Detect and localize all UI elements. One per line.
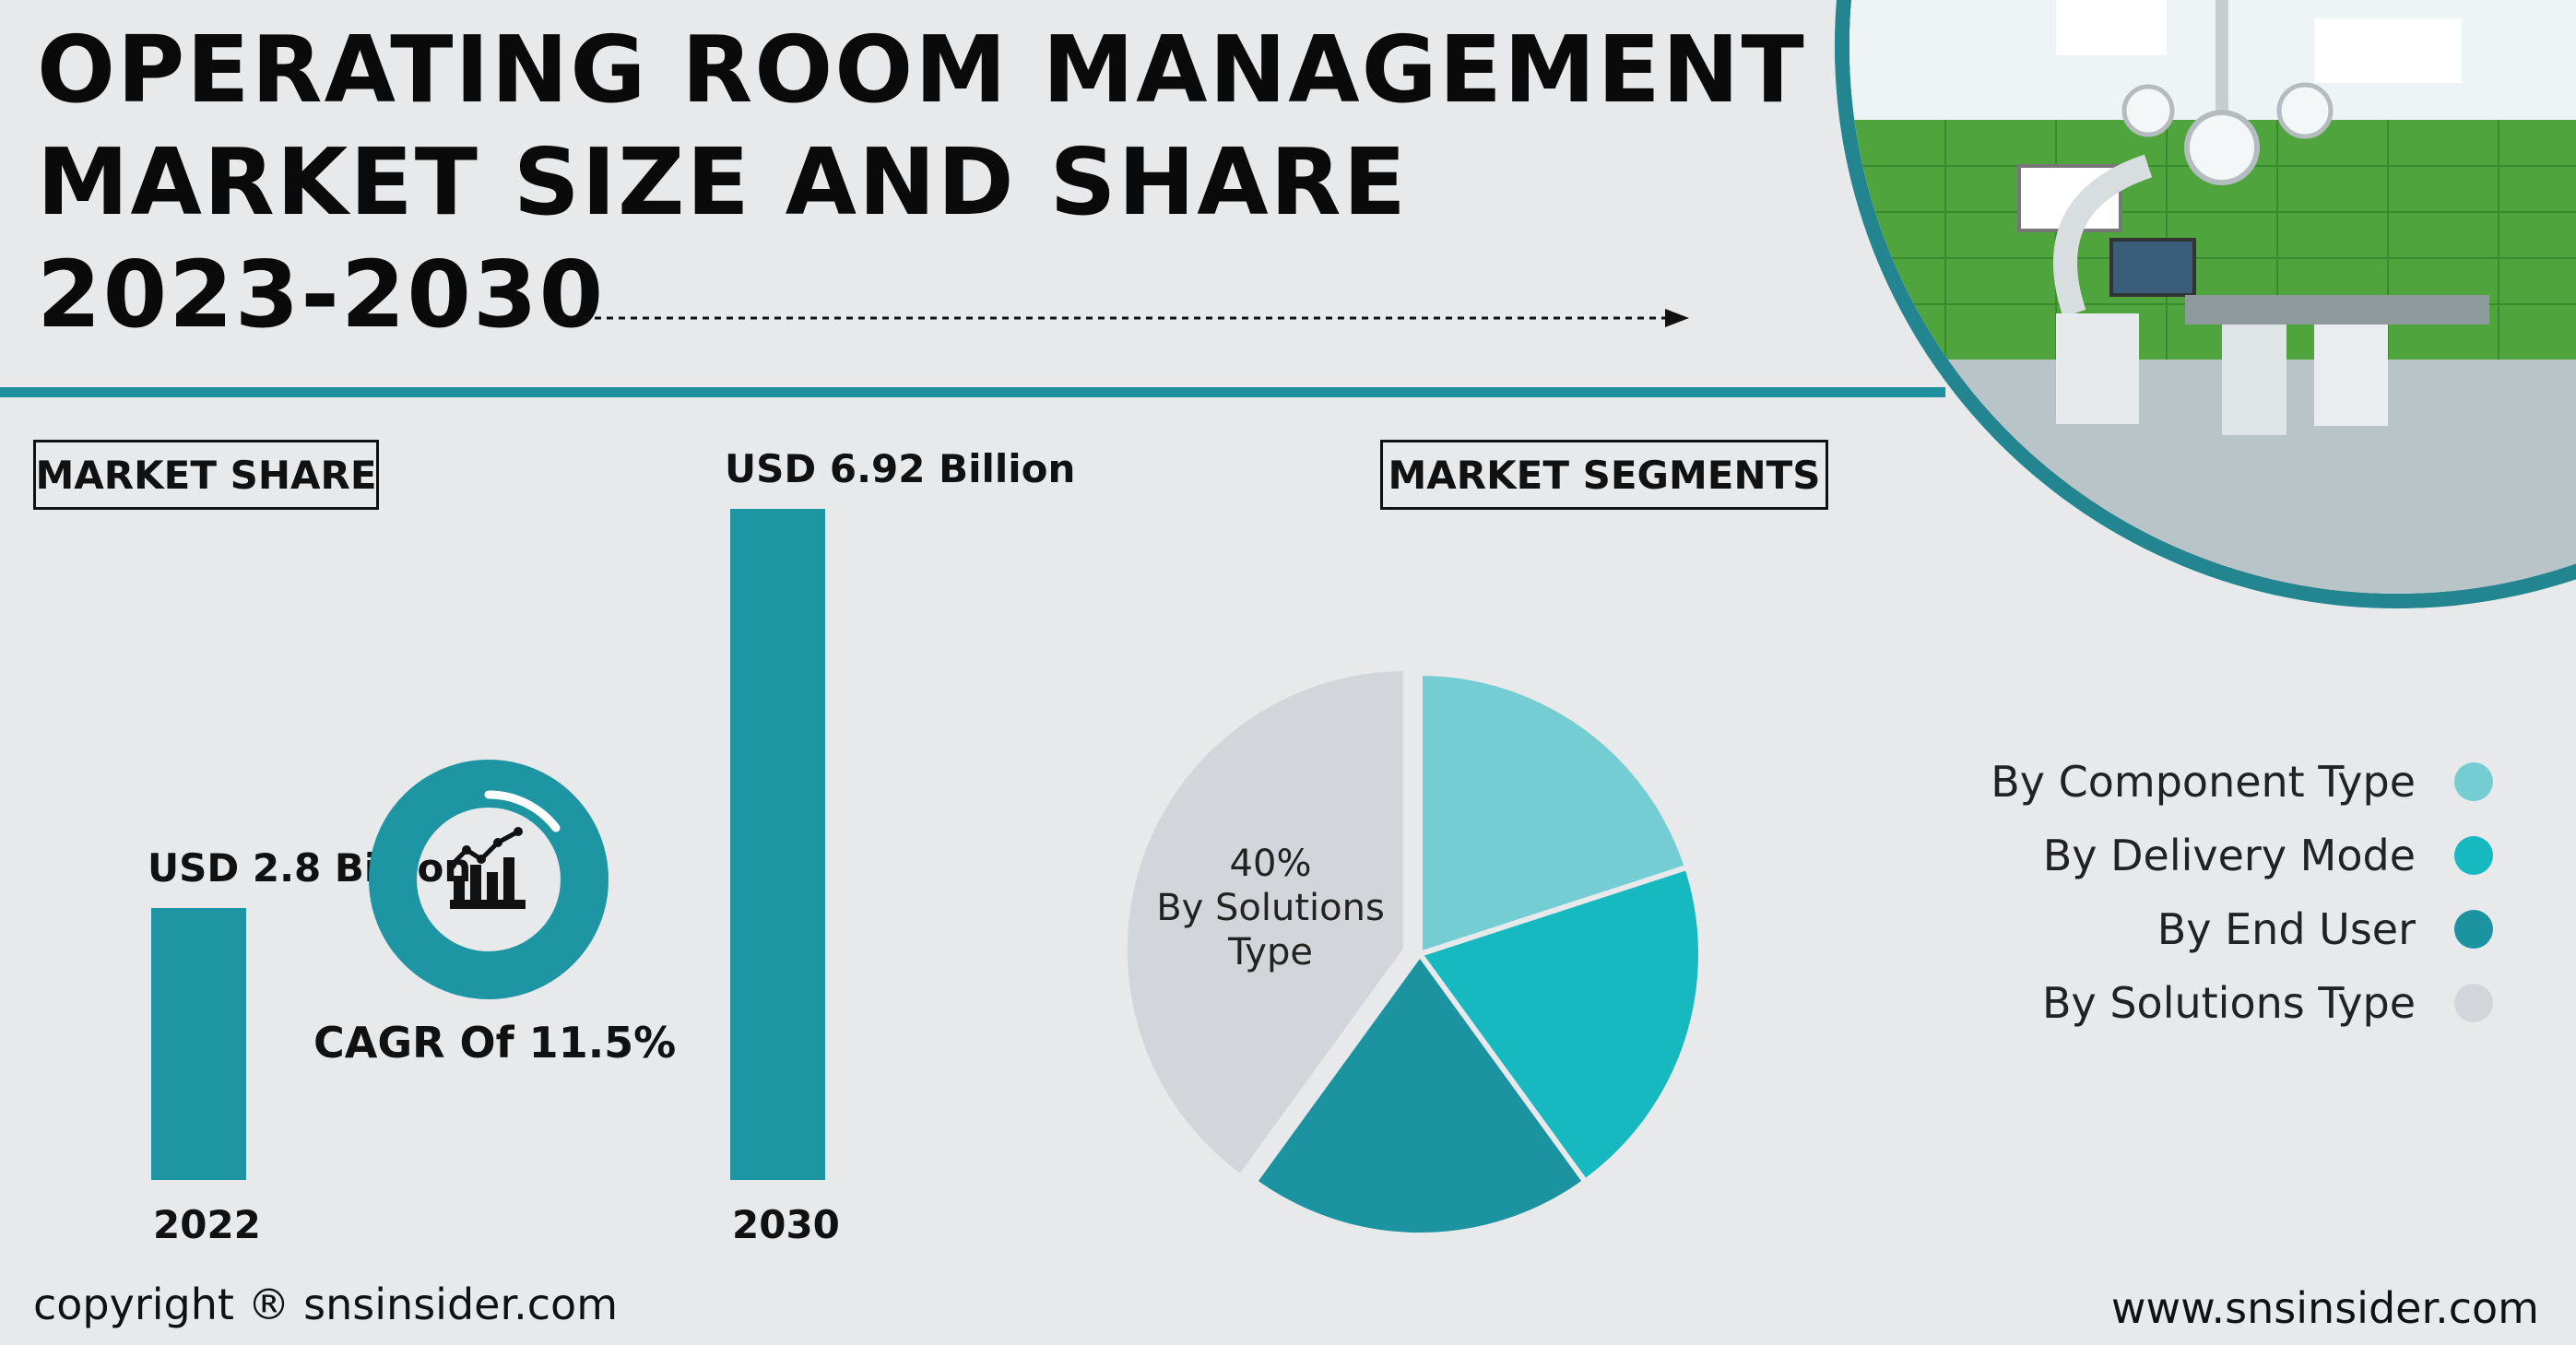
pie-annotation-line-1: By Solutions [1156, 887, 1385, 929]
copyright-text: copyright ® snsinsider.com [33, 1280, 619, 1329]
pie-slice-by-solutions-type [1121, 666, 1409, 1181]
bar-value-label: USD 6.92 Billion [725, 446, 1076, 491]
bar-year-label: 2030 [732, 1202, 840, 1247]
legend-item: By End User [1991, 892, 2493, 966]
bar-2022 [151, 908, 246, 1180]
cagr-ring [369, 760, 609, 999]
header-divider [0, 387, 1945, 397]
dotted-arrow-icon [559, 309, 1689, 327]
legend-item: By Delivery Mode [1991, 819, 2493, 892]
pie-annotation-line-2: Type [1227, 931, 1313, 973]
legend-swatch [2454, 910, 2493, 949]
legend-swatch [2454, 762, 2493, 801]
bar-2030 [730, 509, 825, 1180]
chart-growth-icon [447, 827, 526, 909]
title-line-3: 2023-2030 [37, 241, 606, 348]
market-share-label: MARKET SHARE [33, 440, 379, 510]
website-link[interactable]: www.snsinsider.com [2110, 1283, 2539, 1333]
bar-year-label: 2022 [153, 1202, 261, 1247]
legend-swatch [2454, 984, 2493, 1022]
cagr-text: CAGR Of 11.5% [313, 1018, 677, 1068]
pie-slice-by-end-user [1250, 949, 1589, 1238]
legend-label: By Component Type [1991, 757, 2416, 807]
legend-label: By End User [2157, 904, 2416, 954]
legend-label: By Delivery Mode [2042, 831, 2416, 880]
pie-slice-by-component-type [1417, 669, 1691, 959]
pie-legend: By Component Type By Delivery Mode By En… [1991, 745, 2493, 1040]
pie-annotation-percent: 40% [1230, 843, 1312, 885]
operating-room-photo [1835, 0, 2576, 608]
legend-item: By Component Type [1991, 745, 2493, 819]
market-segments-label: MARKET SEGMENTS [1380, 440, 1828, 510]
title-line-2: MARKET SIZE AND SHARE [37, 128, 1408, 236]
pie-slice-by-delivery-mode [1415, 863, 1704, 1186]
pie-chart: 40% By Solutions Type [1121, 666, 1704, 1238]
title-line-1: OPERATING ROOM MANAGEMENT [37, 16, 1806, 124]
legend-swatch [2454, 836, 2493, 875]
legend-item: By Solutions Type [1991, 966, 2493, 1040]
legend-label: By Solutions Type [2041, 978, 2416, 1028]
